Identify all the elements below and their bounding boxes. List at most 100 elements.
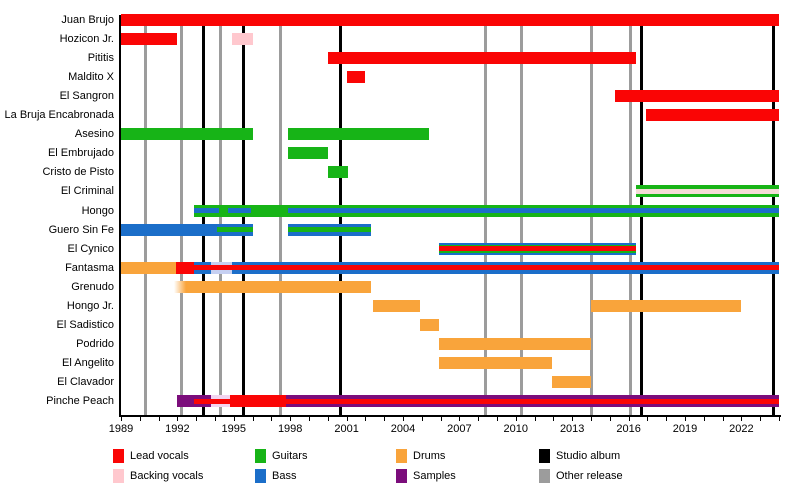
axis-tick bbox=[233, 417, 235, 421]
timeline-bar bbox=[228, 204, 251, 217]
timeline-bar-inner-stripe bbox=[286, 398, 779, 404]
timeline-bar bbox=[231, 33, 253, 46]
legend-swatch-backing-vocals bbox=[113, 469, 124, 483]
member-label: El Sadistico bbox=[56, 318, 114, 331]
member-label: El Criminal bbox=[60, 185, 114, 198]
axis-tick bbox=[177, 417, 179, 421]
legend-label: Lead vocals bbox=[130, 450, 189, 462]
axis-tick bbox=[703, 417, 705, 421]
axis-tick bbox=[497, 417, 498, 421]
axis-tick bbox=[572, 417, 574, 421]
axis-year-label: 2001 bbox=[334, 423, 359, 435]
axis-tick bbox=[553, 417, 555, 421]
member-label: Guero Sin Fe bbox=[48, 223, 114, 236]
axis-tick bbox=[779, 417, 780, 421]
axis-tick bbox=[534, 417, 536, 421]
axis-tick bbox=[384, 417, 386, 421]
legend-swatch-samples bbox=[396, 469, 407, 483]
timeline-bar bbox=[121, 261, 176, 274]
timeline-bar bbox=[211, 395, 231, 407]
timeline-bar bbox=[121, 223, 217, 236]
legend-label: Bass bbox=[272, 470, 297, 482]
timeline-bar bbox=[194, 261, 212, 274]
timeline-bar bbox=[419, 318, 439, 331]
timeline-bar-inner-stripe bbox=[211, 398, 231, 404]
member-label: El Embrujado bbox=[47, 147, 114, 160]
timeline-bar-inner-stripe bbox=[636, 188, 779, 194]
timeline-bar-inner-stripe bbox=[228, 208, 251, 213]
axis-tick bbox=[139, 417, 141, 421]
timeline-bar bbox=[288, 204, 779, 217]
legend-label: Samples bbox=[413, 470, 456, 482]
timeline-bar bbox=[250, 204, 289, 217]
axis-tick bbox=[647, 417, 649, 421]
timeline-bar-inner-stripe bbox=[288, 227, 372, 233]
other-release-line bbox=[179, 15, 183, 415]
axis-tick bbox=[271, 417, 273, 421]
axis-tick bbox=[215, 417, 216, 421]
member-label: Fantasma bbox=[65, 261, 114, 274]
timeline-bar bbox=[288, 147, 328, 160]
timeline-bar-inner-stripe bbox=[194, 208, 219, 213]
axis-tick bbox=[121, 417, 122, 421]
axis-tick bbox=[459, 417, 461, 421]
timeline-bar bbox=[121, 33, 178, 46]
member-label: El Sangron bbox=[59, 90, 114, 103]
timeline-bar-inner-stripe bbox=[288, 208, 779, 213]
timeline-bar bbox=[175, 261, 195, 274]
timeline-bar bbox=[173, 280, 372, 293]
timeline-bar-inner-stripe bbox=[231, 265, 779, 271]
timeline-bar-inner-stripe bbox=[216, 227, 253, 233]
timeline-bar-inner-stripe bbox=[211, 265, 232, 271]
timeline-bar bbox=[194, 395, 212, 407]
timeline-bar bbox=[551, 375, 591, 388]
axis-tick bbox=[591, 417, 592, 421]
member-label: Grenudo bbox=[71, 280, 114, 293]
axis-tick bbox=[515, 417, 517, 421]
other-release-line bbox=[143, 15, 147, 415]
axis-tick bbox=[478, 417, 480, 421]
timeline-bar bbox=[438, 242, 637, 255]
axis-year-label: 2004 bbox=[390, 423, 416, 435]
timeline-bar bbox=[327, 166, 349, 179]
timeline-bar bbox=[645, 109, 779, 122]
timeline-bar bbox=[231, 261, 779, 274]
member-label: Cristo de Pisto bbox=[42, 166, 114, 179]
timeline-bar bbox=[636, 185, 779, 198]
timeline-bar-inner-stripe bbox=[194, 265, 212, 271]
axis-tick bbox=[403, 417, 404, 421]
member-label: Hongo Jr. bbox=[66, 299, 114, 312]
timeline-bar bbox=[438, 356, 552, 369]
member-label: Juan Brujo bbox=[61, 14, 114, 26]
axis-tick bbox=[760, 417, 762, 421]
legend-swatch-drums bbox=[396, 449, 407, 463]
x-axis-line bbox=[119, 415, 781, 417]
timeline-bar-inner-stripe bbox=[438, 246, 637, 252]
axis-tick bbox=[158, 417, 160, 421]
axis-year-label: 2016 bbox=[616, 423, 641, 435]
member-label: Pinche Peach bbox=[46, 395, 114, 407]
axis-tick bbox=[196, 417, 198, 421]
member-label: El Clavador bbox=[57, 375, 114, 388]
axis-year-label: 1989 bbox=[108, 423, 134, 435]
y-axis-line bbox=[119, 15, 121, 417]
timeline-bar bbox=[230, 395, 287, 407]
timeline-bar bbox=[121, 128, 253, 141]
timeline-bar bbox=[211, 261, 232, 274]
legend-swatch-bass bbox=[255, 469, 266, 483]
legend-label: Drums bbox=[413, 450, 446, 462]
timeline-bar-inner-stripe bbox=[194, 398, 212, 404]
member-label: Hozicon Jr. bbox=[59, 33, 114, 46]
member-label: Hongo bbox=[81, 204, 114, 217]
timeline-bar bbox=[288, 223, 372, 236]
timeline-bar bbox=[327, 52, 637, 65]
timeline-bar bbox=[346, 71, 366, 84]
axis-tick bbox=[252, 417, 254, 421]
timeline-bar bbox=[286, 395, 779, 407]
timeline-bar bbox=[591, 299, 742, 312]
timeline-bar bbox=[288, 128, 430, 141]
axis-tick bbox=[440, 417, 442, 421]
axis-tick bbox=[628, 417, 630, 421]
legend-swatch-studio-album bbox=[539, 449, 550, 463]
timeline-bar bbox=[218, 204, 229, 217]
